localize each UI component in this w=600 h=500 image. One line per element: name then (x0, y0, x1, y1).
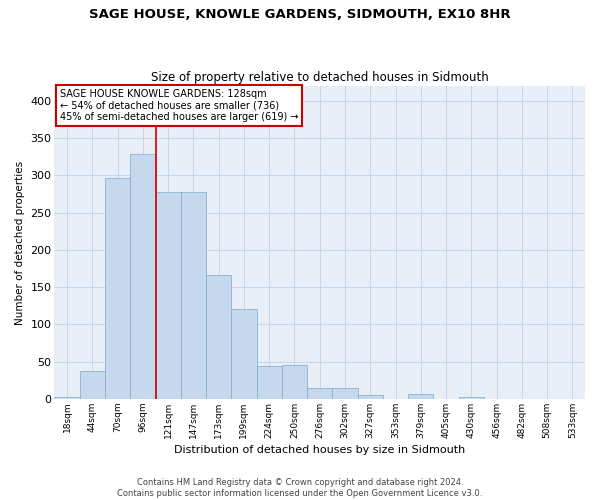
Y-axis label: Number of detached properties: Number of detached properties (15, 160, 25, 324)
Bar (232, 309, 257, 399)
Bar (80, 372, 105, 399)
Bar (408, 394, 433, 399)
Bar (130, 154, 155, 399)
Text: SAGE HOUSE KNOWLE GARDENS: 128sqm
← 54% of detached houses are smaller (736)
45%: SAGE HOUSE KNOWLE GARDENS: 128sqm ← 54% … (60, 89, 298, 122)
Bar (206, 276, 232, 399)
Text: SAGE HOUSE, KNOWLE GARDENS, SIDMOUTH, EX10 8HR: SAGE HOUSE, KNOWLE GARDENS, SIDMOUTH, EX… (89, 8, 511, 20)
Bar (282, 364, 307, 399)
Bar (458, 398, 484, 399)
Bar (155, 192, 181, 399)
Bar (105, 178, 130, 399)
Title: Size of property relative to detached houses in Sidmouth: Size of property relative to detached ho… (151, 70, 488, 84)
Bar (55, 396, 80, 399)
Bar (358, 395, 383, 399)
X-axis label: Distribution of detached houses by size in Sidmouth: Distribution of detached houses by size … (174, 445, 466, 455)
Bar (257, 366, 282, 399)
Bar (181, 192, 206, 399)
Bar (332, 388, 358, 399)
Bar (307, 388, 332, 399)
Text: Contains HM Land Registry data © Crown copyright and database right 2024.
Contai: Contains HM Land Registry data © Crown c… (118, 478, 482, 498)
